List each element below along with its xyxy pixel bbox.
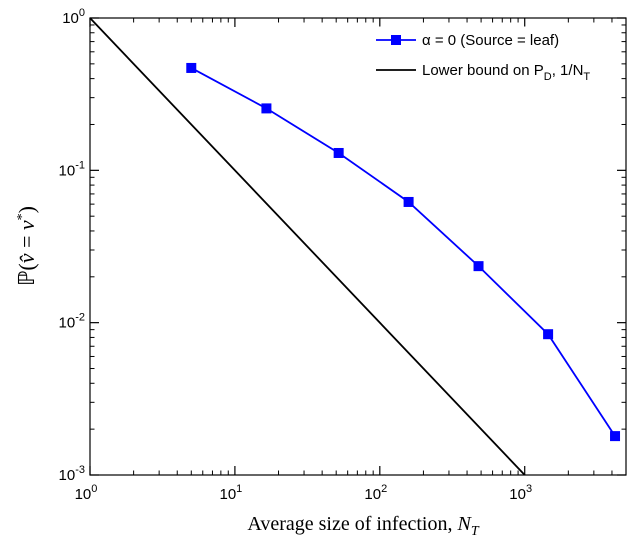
x-tick-label-exp: 1 [236,483,242,495]
x-axis-label-sub: T [471,524,480,536]
x-tick-label-base: 10 [219,486,236,503]
series-group [89,17,621,476]
y-axis-label: ℙ(v̂ = v*) [14,206,39,286]
y-tick-label-exp: 0 [79,7,85,19]
y-tick-label: 100 [62,7,85,27]
series-point-alpha0 [186,62,197,73]
y-tick-label-exp: -1 [75,159,85,171]
legend-marker-blue [391,35,401,45]
y-axis-label-open: ℙ( [14,263,39,286]
x-axis-label-var: N [456,513,472,535]
x-tick-label-base: 10 [75,486,92,503]
legend-label-black-part2: , 1/N [552,62,584,79]
y-tick-label-exp: -2 [75,312,85,324]
legend-label-black-part1: Lower bound on P [422,62,544,79]
x-tick-label-base: 10 [364,486,381,503]
series-point-alpha0 [333,147,344,158]
plot-area-frame [89,17,627,476]
y-tick-label-base: 10 [59,162,76,179]
x-axis-label-text: Average size of infection, [247,513,457,535]
legend-label-blue: α = 0 (Source = leaf) [422,32,559,49]
x-tick-label: 100 [75,483,98,503]
series-point-alpha0 [261,103,272,114]
x-axis-label: Average size of infection, NT [247,513,479,536]
y-tick-label-base: 10 [59,467,76,484]
series-point-alpha0 [473,261,484,272]
legend-label-black-sub1: D [544,71,552,83]
y-tick-label: 10-3 [59,464,85,484]
legend-label-black: Lower bound on PD, 1/NT [422,62,590,83]
y-axis-label-eq: = [14,230,39,253]
y-tick-label-exp: -3 [75,464,85,476]
x-tick-label: 102 [364,483,387,503]
x-tick-label: 101 [219,483,242,503]
y-axis-label-sup: * [15,213,30,220]
y-tick-label-base: 10 [59,315,76,332]
series-point-alpha0 [543,329,554,340]
y-axis-label-var1: v̂ [14,253,39,263]
series-point-alpha0 [610,431,621,442]
legend-box [369,26,618,92]
y-tick-label-base: 10 [62,10,79,27]
x-tick-label-base: 10 [509,486,526,503]
legend-label-black-sub2: T [583,71,590,83]
y-tick-label: 10-2 [59,312,85,332]
legend: α = 0 (Source = leaf) Lower bound on PD,… [369,26,618,92]
y-axis-label-close: ) [14,206,39,213]
x-tick-label-exp: 0 [91,483,97,495]
series-line-lower-bound [89,17,526,476]
x-tick-label-exp: 3 [526,483,532,495]
series-point-alpha0 [403,196,414,207]
y-tick-label: 10-1 [59,159,85,179]
x-tick-label: 103 [509,483,532,503]
y-axis-label-var2: v [14,220,39,230]
x-tick-label-exp: 2 [381,483,387,495]
plot-frame-group [89,17,627,476]
